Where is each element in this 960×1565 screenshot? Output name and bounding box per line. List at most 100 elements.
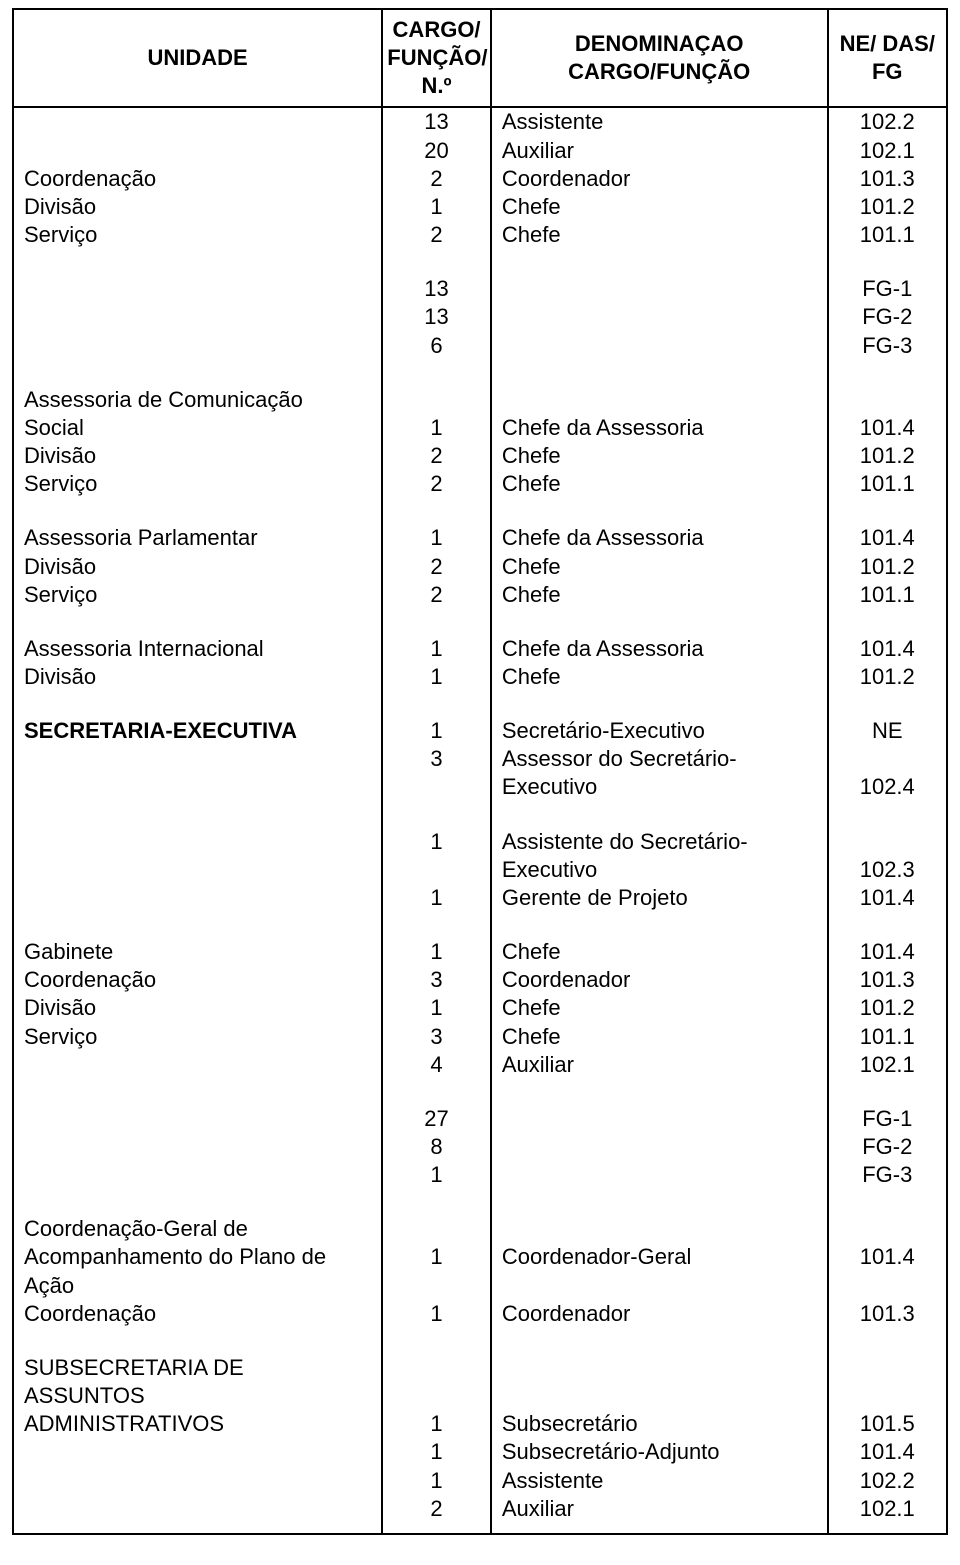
cell-denominacao: Subsecretário (491, 1410, 828, 1438)
cell-n: 1 (382, 1161, 491, 1189)
cell-fg: FG-2 (828, 303, 947, 331)
table-row: 4Auxiliar102.1 (13, 1051, 947, 1079)
cell-denominacao: Chefe (491, 1023, 828, 1051)
cell-fg: 101.2 (828, 663, 947, 691)
cell-n: 1 (382, 717, 491, 745)
spacer-cell (382, 360, 491, 386)
cell-fg: NE (828, 717, 947, 745)
spacer-cell (382, 1189, 491, 1215)
spacer-cell (491, 249, 828, 275)
table-row: 3Assessor do Secretário- (13, 745, 947, 773)
cell-unidade (13, 137, 382, 165)
spacer-cell (828, 249, 947, 275)
table-row: Ação (13, 1272, 947, 1300)
cell-unidade (13, 773, 382, 801)
table-row: SECRETARIA-EXECUTIVA1Secretário-Executiv… (13, 717, 947, 745)
table-row: Divisão1Chefe101.2 (13, 193, 947, 221)
table-row (13, 691, 947, 717)
cell-n (382, 1382, 491, 1410)
cell-fg: 102.1 (828, 137, 947, 165)
table-row: SUBSECRETARIA DE (13, 1354, 947, 1382)
spacer-cell (828, 691, 947, 717)
table-row: 1Assistente do Secretário- (13, 828, 947, 856)
table-row: 27FG-1 (13, 1105, 947, 1133)
spacer-cell (828, 802, 947, 828)
spacer-cell (382, 249, 491, 275)
table-row (13, 249, 947, 275)
cell-denominacao: Chefe (491, 442, 828, 470)
cell-n: 1 (382, 414, 491, 442)
cell-unidade (13, 884, 382, 912)
cell-denominacao (491, 275, 828, 303)
cell-n: 27 (382, 1105, 491, 1133)
cell-n (382, 1354, 491, 1382)
cell-denominacao: Coordenador (491, 1300, 828, 1328)
table-row: 20Auxiliar102.1 (13, 137, 947, 165)
cell-unidade: Divisão (13, 442, 382, 470)
cell-denominacao: Auxiliar (491, 137, 828, 165)
spacer-cell (491, 498, 828, 524)
cell-unidade: Divisão (13, 193, 382, 221)
cell-fg: 101.3 (828, 1300, 947, 1328)
cell-n: 1 (382, 1243, 491, 1271)
cell-n (382, 1215, 491, 1243)
spacer-cell (828, 1079, 947, 1105)
cell-n: 2 (382, 221, 491, 249)
cell-denominacao (491, 1272, 828, 1300)
cell-unidade: Social (13, 414, 382, 442)
table-row: Coordenação3Coordenador101.3 (13, 966, 947, 994)
header-cargo-funcao-n: CARGO/ FUNÇÃO/ N.º (382, 9, 491, 107)
cell-unidade (13, 1161, 382, 1189)
cell-fg: FG-2 (828, 1133, 947, 1161)
spacer-cell (13, 1328, 382, 1354)
table-row: ADMINISTRATIVOS1Subsecretário101.5 (13, 1410, 947, 1438)
cell-denominacao: Chefe (491, 938, 828, 966)
cell-fg: 101.4 (828, 524, 947, 552)
cell-fg: 101.4 (828, 414, 947, 442)
cell-denominacao: Secretário-Executivo (491, 717, 828, 745)
spacer-cell (382, 1328, 491, 1354)
spacer-cell (13, 249, 382, 275)
cell-fg: FG-3 (828, 1161, 947, 1189)
cell-unidade (13, 745, 382, 773)
spacer-cell (13, 802, 382, 828)
cell-unidade (13, 1495, 382, 1534)
cell-unidade: Assessoria Internacional (13, 635, 382, 663)
table-row: Gabinete1Chefe101.4 (13, 938, 947, 966)
cell-unidade (13, 275, 382, 303)
cell-fg: 102.2 (828, 1467, 947, 1495)
table-row (13, 1189, 947, 1215)
spacer-cell (828, 912, 947, 938)
cell-denominacao: Executivo (491, 856, 828, 884)
cell-n: 2 (382, 442, 491, 470)
spacer-cell (382, 498, 491, 524)
cell-n: 2 (382, 1495, 491, 1534)
spacer-cell (382, 609, 491, 635)
cell-denominacao: Chefe da Assessoria (491, 524, 828, 552)
cell-denominacao: Assistente (491, 107, 828, 136)
cell-denominacao: Chefe da Assessoria (491, 635, 828, 663)
cell-n: 2 (382, 581, 491, 609)
table-row: 8FG-2 (13, 1133, 947, 1161)
cell-fg: 101.1 (828, 470, 947, 498)
cell-unidade: SUBSECRETARIA DE (13, 1354, 382, 1382)
cell-n: 4 (382, 1051, 491, 1079)
cargo-table: UNIDADE CARGO/ FUNÇÃO/ N.º DENOMINAÇAO C… (12, 8, 948, 1535)
header-ne-das-fg: NE/ DAS/ FG (828, 9, 947, 107)
table-row: 13FG-1 (13, 275, 947, 303)
cell-n: 2 (382, 165, 491, 193)
cell-denominacao (491, 332, 828, 360)
cell-denominacao (491, 1133, 828, 1161)
cell-denominacao: Coordenador (491, 966, 828, 994)
table-row: Divisão2Chefe101.2 (13, 442, 947, 470)
cell-fg (828, 1272, 947, 1300)
cell-fg (828, 1354, 947, 1382)
cell-denominacao (491, 1382, 828, 1410)
cell-fg: 102.3 (828, 856, 947, 884)
cell-n: 1 (382, 1300, 491, 1328)
table-row (13, 609, 947, 635)
spacer-cell (382, 1079, 491, 1105)
spacer-cell (13, 912, 382, 938)
cell-n: 1 (382, 1467, 491, 1495)
cell-n: 2 (382, 470, 491, 498)
